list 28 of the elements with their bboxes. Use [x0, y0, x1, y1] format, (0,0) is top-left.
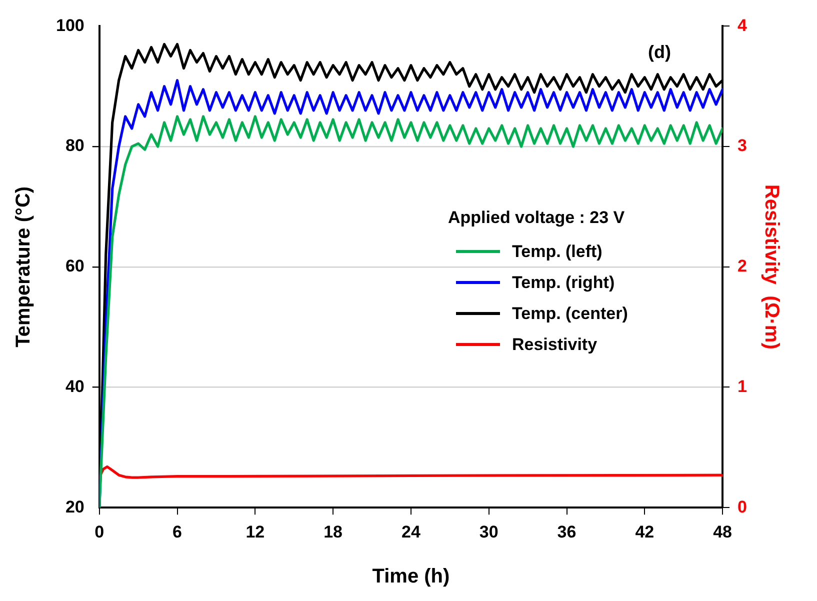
- y2-axis-title: Resistivity (Ω·m): [760, 184, 782, 350]
- legend-label: Temp. (left): [512, 242, 602, 262]
- y-tick-label: 20: [65, 497, 84, 516]
- legend-label: Temp. (right): [512, 272, 615, 292]
- annotation: (d): [648, 42, 671, 63]
- x-tick-label: 30: [479, 522, 498, 542]
- x-tick-label: 36: [557, 522, 576, 542]
- y2-tick-label: 1: [738, 376, 748, 396]
- x-tick-label: 12: [246, 522, 265, 542]
- x-tick-label: 6: [172, 522, 182, 542]
- x-tick-label: 42: [635, 522, 654, 542]
- x-tick-label: 0: [94, 522, 104, 542]
- y2-tick-label: 2: [738, 256, 748, 276]
- x-tick-label: 48: [713, 522, 732, 542]
- x-axis-title: Time (h): [372, 566, 450, 588]
- x-tick-label: 24: [401, 522, 421, 542]
- y-axis-title: Temperature (°C): [12, 186, 35, 348]
- y-tick-label: 40: [65, 376, 84, 396]
- y2-tick-label: 4: [738, 16, 748, 35]
- y2-tick-label: 3: [738, 136, 748, 156]
- legend-label: Temp. (center): [512, 304, 628, 324]
- y-tick-label: 60: [65, 256, 84, 276]
- legend-label: Resistivity: [512, 334, 598, 354]
- y2-tick-label: 0: [738, 497, 748, 516]
- x-tick-label: 18: [324, 522, 343, 542]
- y-tick-label: 80: [65, 136, 84, 156]
- y-tick-label: 100: [56, 16, 84, 35]
- legend-title: Applied voltage : 23 V: [448, 208, 626, 228]
